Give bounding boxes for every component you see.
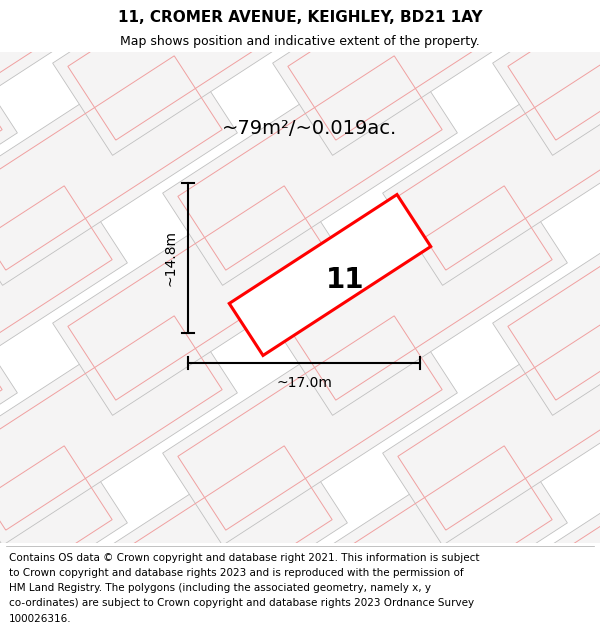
Polygon shape <box>229 194 431 356</box>
Polygon shape <box>493 171 600 416</box>
Polygon shape <box>0 0 127 156</box>
Polygon shape <box>163 301 457 546</box>
Polygon shape <box>493 431 600 625</box>
Polygon shape <box>53 0 347 156</box>
Text: Map shows position and indicative extent of the property.: Map shows position and indicative extent… <box>120 36 480 48</box>
Polygon shape <box>0 0 238 26</box>
Polygon shape <box>272 0 568 156</box>
Polygon shape <box>0 301 17 546</box>
Polygon shape <box>0 171 127 416</box>
Text: 11, CROMER AVENUE, KEIGHLEY, BD21 1AY: 11, CROMER AVENUE, KEIGHLEY, BD21 1AY <box>118 11 482 26</box>
Polygon shape <box>163 0 457 26</box>
Polygon shape <box>0 41 238 286</box>
Polygon shape <box>163 561 457 625</box>
Polygon shape <box>272 171 568 416</box>
Text: 100026316.: 100026316. <box>9 614 71 624</box>
Polygon shape <box>163 41 457 286</box>
Polygon shape <box>53 171 347 416</box>
Text: HM Land Registry. The polygons (including the associated geometry, namely x, y: HM Land Registry. The polygons (includin… <box>9 583 431 593</box>
Polygon shape <box>0 301 238 546</box>
Text: 11: 11 <box>326 266 364 294</box>
Polygon shape <box>493 0 600 156</box>
Polygon shape <box>0 0 17 26</box>
Polygon shape <box>383 0 600 26</box>
Polygon shape <box>0 41 17 286</box>
Polygon shape <box>272 431 568 625</box>
Polygon shape <box>383 301 600 546</box>
Polygon shape <box>53 431 347 625</box>
Text: ~17.0m: ~17.0m <box>276 376 332 390</box>
Polygon shape <box>383 41 600 286</box>
Polygon shape <box>383 561 600 625</box>
Text: ~79m²/~0.019ac.: ~79m²/~0.019ac. <box>223 119 398 138</box>
Polygon shape <box>0 561 17 625</box>
Polygon shape <box>0 561 238 625</box>
Polygon shape <box>0 431 127 625</box>
Text: ~14.8m: ~14.8m <box>163 230 177 286</box>
Text: co-ordinates) are subject to Crown copyright and database rights 2023 Ordnance S: co-ordinates) are subject to Crown copyr… <box>9 598 474 608</box>
Text: Contains OS data © Crown copyright and database right 2021. This information is : Contains OS data © Crown copyright and d… <box>9 553 479 563</box>
Text: to Crown copyright and database rights 2023 and is reproduced with the permissio: to Crown copyright and database rights 2… <box>9 568 464 578</box>
